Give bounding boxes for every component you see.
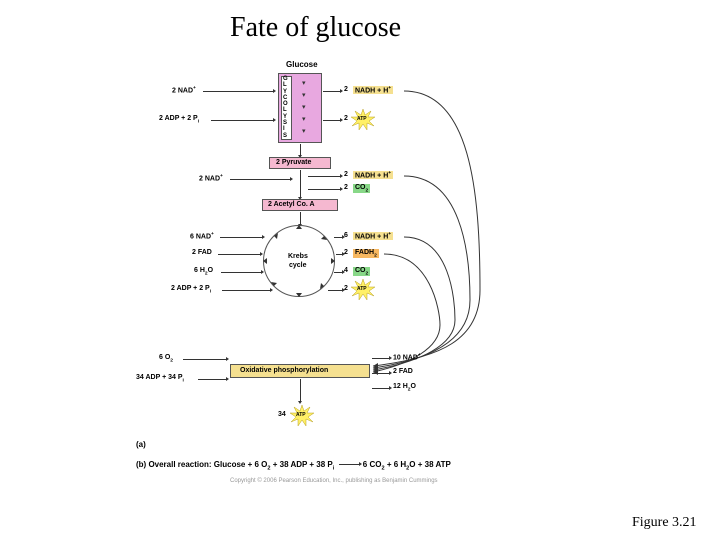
delivery-curves — [0, 0, 720, 540]
overall-reaction: (b) Overall reaction: Glucose + 6 O2 + 3… — [136, 460, 451, 472]
copyright-text: Copyright © 2006 Pearson Education, Inc.… — [230, 478, 438, 484]
arrow-out-fad-ox — [372, 373, 389, 374]
oxphos-in-o2: 6 O2 — [159, 354, 173, 363]
oxphos-out-34: 34 — [278, 411, 286, 418]
oxphos-out-fad: 2 FAD — [393, 368, 413, 375]
arrow-in-o2-ox — [183, 359, 226, 360]
oxphos-out-h2o: 12 H2O — [393, 383, 416, 392]
figure-label: Figure 3.21 — [632, 515, 697, 531]
arrow-in-adp-ox — [198, 379, 226, 380]
arrow-out-h2o-ox — [372, 388, 389, 389]
atp-star-oxphos: ATP — [290, 404, 314, 428]
arrow-out-nad-ox — [372, 358, 389, 359]
oxphos-in-adp: 34 ADP + 34 Pi — [136, 374, 184, 383]
oxphos-label: Oxidative phosphorylation — [240, 367, 328, 374]
arrow-ox-to-atp — [300, 379, 301, 401]
panel-a-label: (a) — [136, 440, 146, 449]
oxphos-out-nad: 10 NAD+ — [393, 353, 421, 361]
